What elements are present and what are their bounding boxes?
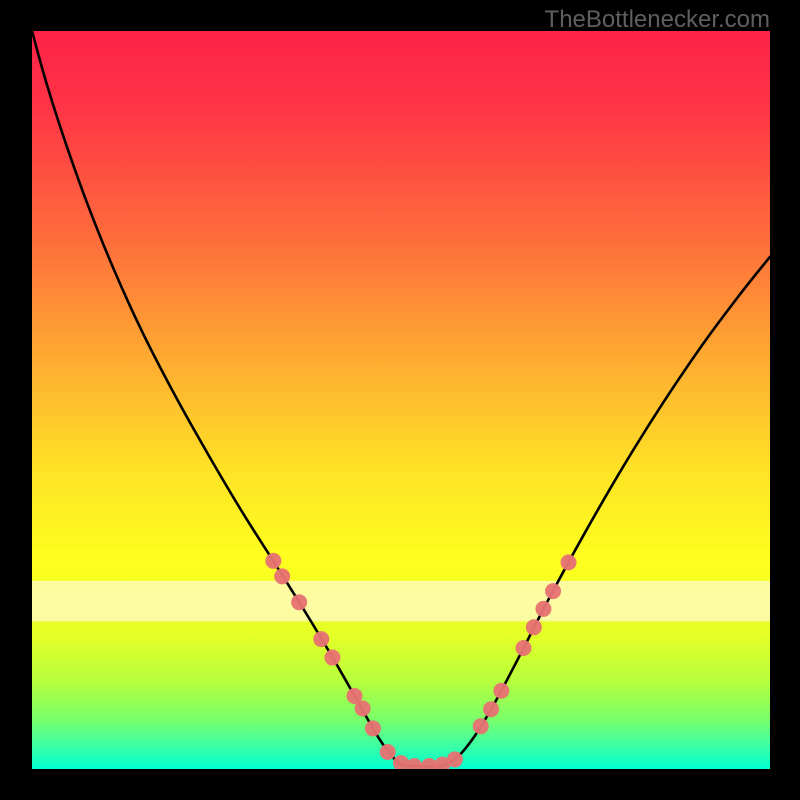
marker-dot [535, 601, 551, 617]
marker-dot [313, 631, 329, 647]
marker-dot [393, 755, 409, 771]
marker-dot [473, 718, 489, 734]
marker-dot [526, 619, 542, 635]
marker-dot [447, 751, 463, 767]
highlight-band [32, 581, 770, 622]
marker-dot [365, 720, 381, 736]
marker-dot [545, 583, 561, 599]
marker-dot [516, 640, 532, 656]
marker-dot [265, 553, 281, 569]
marker-dot [493, 683, 509, 699]
plot-background [32, 31, 770, 769]
bottleneck-curve-chart [0, 0, 800, 800]
marker-dot [291, 594, 307, 610]
marker-dot [483, 701, 499, 717]
marker-dot [355, 700, 371, 716]
marker-dot [380, 744, 396, 760]
marker-dot [324, 650, 340, 666]
marker-dot [561, 554, 577, 570]
marker-dot [274, 568, 290, 584]
